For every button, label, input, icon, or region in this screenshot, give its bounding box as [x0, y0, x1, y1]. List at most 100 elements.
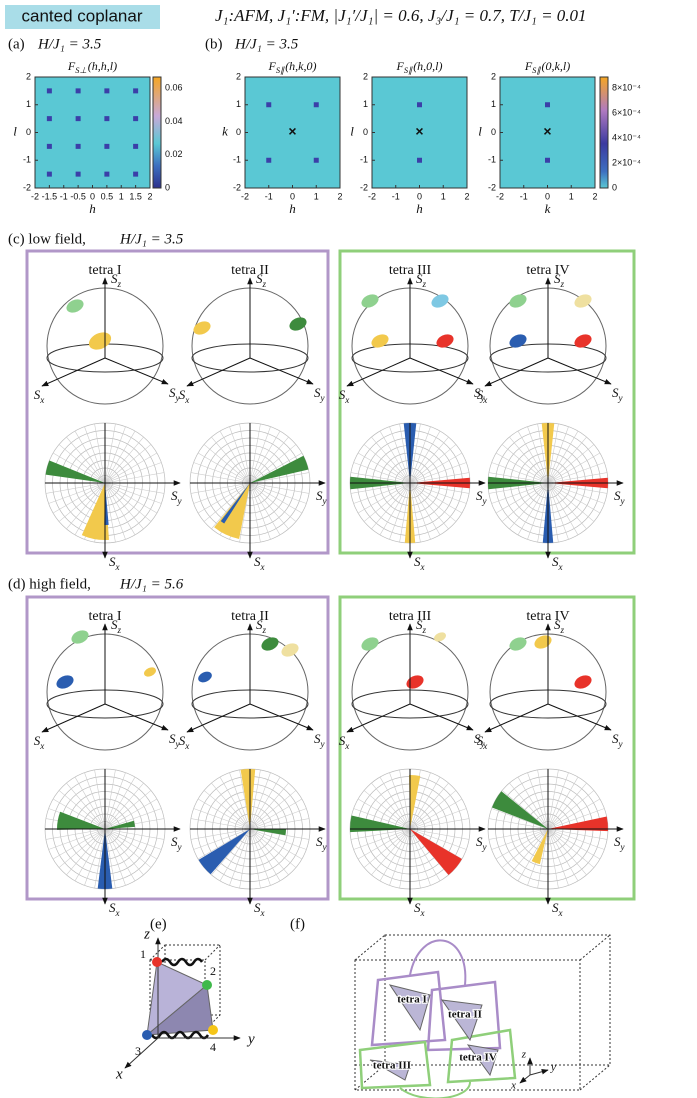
polar-spoke	[527, 772, 549, 830]
subscript: y	[322, 496, 328, 506]
polar-spoke	[547, 828, 595, 868]
colorbar-label: 4×10⁻⁴	[612, 132, 641, 142]
symbol: S	[314, 731, 321, 746]
symbol: S	[314, 385, 321, 400]
polar-spoke	[527, 426, 549, 484]
axis-label: z	[143, 926, 150, 942]
symbol: S	[552, 554, 559, 569]
symbol: S	[476, 834, 483, 849]
axis-label: Sz	[416, 617, 427, 635]
subscript: y	[177, 842, 183, 852]
heatmap	[499, 76, 596, 189]
polar-spoke	[104, 808, 162, 830]
spin-wedge	[240, 769, 256, 829]
subscript: x	[482, 741, 487, 751]
subscript: z	[117, 279, 122, 289]
x-tick-label: 0	[417, 191, 422, 201]
map-title: FS∥(0,k,l)	[524, 59, 570, 76]
peak	[417, 157, 422, 163]
polar-spoke	[547, 423, 559, 484]
spin-wedge	[350, 815, 410, 833]
subscript: y	[618, 739, 624, 749]
spin-cluster	[289, 317, 307, 331]
field-label: H/J₁ = 3.5	[234, 36, 299, 52]
axis-label: Sy	[171, 488, 183, 506]
polar-spoke	[104, 426, 126, 484]
peak	[46, 143, 52, 149]
axis	[104, 703, 169, 731]
tetra-label: tetra I	[88, 609, 121, 624]
peak	[133, 171, 139, 177]
polar-spoke	[517, 482, 549, 536]
axis	[409, 703, 474, 731]
polar-spoke	[547, 769, 559, 830]
group-box	[25, 249, 330, 555]
axis	[249, 703, 314, 731]
colorbar-label: 0.04	[165, 116, 183, 126]
peak	[313, 102, 319, 108]
peak	[545, 102, 550, 108]
peak	[417, 102, 422, 108]
peak	[104, 116, 110, 122]
polar-spoke	[409, 818, 470, 830]
x-axis-label: h	[89, 201, 96, 216]
polar-spoke	[190, 472, 251, 484]
axis-label: Sy	[612, 731, 624, 749]
unit-cell-diagram	[354, 934, 611, 1098]
symbol: S	[474, 385, 481, 400]
polar-spoke	[104, 828, 158, 860]
polar-spoke	[350, 828, 411, 840]
polar-spoke	[249, 776, 281, 830]
peak	[133, 116, 139, 122]
subscript: y	[480, 393, 486, 403]
spin-cluster	[66, 299, 84, 313]
axis-label: Sy	[314, 731, 326, 749]
axis	[484, 703, 549, 733]
polar-spoke	[104, 462, 162, 484]
subscript: x	[344, 741, 349, 751]
symbol: S	[179, 387, 186, 402]
polar-spoke	[211, 482, 251, 530]
y-tick-label: 2	[491, 71, 496, 81]
heatmap	[371, 76, 468, 189]
polar-spoke	[104, 423, 116, 484]
x-axis-label: h	[416, 201, 423, 216]
axis-label: Sx	[552, 554, 563, 572]
polar-spoke	[249, 482, 271, 540]
polar-spoke	[52, 798, 106, 830]
polar-spoke	[104, 482, 152, 522]
polar-spoke	[353, 482, 411, 504]
y-tick-label: -2	[233, 182, 241, 192]
x-tick-label: 0	[545, 191, 550, 201]
axis-label: Sx	[414, 554, 425, 572]
symbol: S	[171, 488, 178, 503]
axis-label: Sx	[552, 900, 563, 918]
axis-label: Sy	[474, 731, 486, 749]
y-axis-label: l	[478, 123, 482, 138]
spin-cluster	[361, 294, 379, 308]
cross: ×	[415, 123, 423, 139]
polar-spoke	[190, 482, 251, 494]
polar-spoke	[495, 482, 549, 514]
polar-spoke	[229, 426, 251, 484]
polar-spoke	[58, 828, 106, 868]
spin-wedge	[81, 483, 109, 540]
spin-wedge	[105, 820, 135, 829]
polar-spoke	[249, 828, 307, 850]
x-tick-label: 1	[119, 191, 124, 201]
polar-spoke	[363, 828, 411, 868]
x-tick-label: -1	[265, 191, 273, 201]
x-tick-label: -1	[392, 191, 400, 201]
polar-spoke	[409, 482, 449, 530]
y-tick-label: -2	[488, 182, 496, 192]
tag: canted coplanar	[22, 6, 143, 25]
field-label: H/J₁ = 5.6	[119, 576, 184, 592]
polar-spoke	[547, 482, 608, 494]
axis	[186, 703, 251, 733]
subscript: z	[560, 279, 565, 289]
argument: (0,k,l)	[542, 59, 571, 73]
colorbar-label: 0.06	[165, 82, 183, 92]
subscript: x	[482, 395, 487, 405]
polar-spoke	[104, 482, 144, 530]
axis-label: Sy	[316, 834, 328, 852]
